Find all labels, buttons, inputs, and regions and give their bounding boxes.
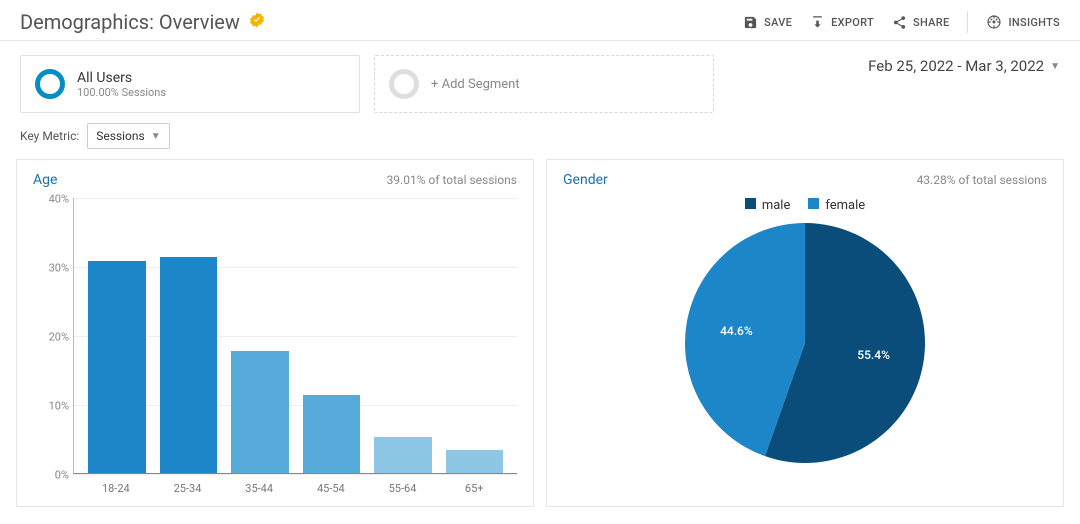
y-axis-label: 30% bbox=[33, 262, 69, 275]
age-bar[interactable] bbox=[446, 450, 504, 473]
legend-item[interactable]: female bbox=[808, 198, 865, 213]
age-panel-subtitle: 39.01% of total sessions bbox=[387, 173, 517, 187]
gender-pie-chart: 55.4% 44.6% bbox=[685, 223, 925, 463]
add-segment-button[interactable]: + Add Segment bbox=[374, 55, 714, 113]
gender-legend: male female bbox=[563, 198, 1047, 213]
gridline: 0% bbox=[73, 474, 517, 475]
date-range-picker[interactable]: Feb 25, 2022 - Mar 3, 2022 ▼ bbox=[868, 55, 1060, 75]
save-icon bbox=[743, 15, 758, 30]
x-axis-label: 25-34 bbox=[159, 478, 217, 498]
legend-swatch bbox=[808, 198, 819, 209]
pie-slice-label: 44.6% bbox=[720, 324, 753, 338]
gender-panel-head: Gender 43.28% of total sessions bbox=[563, 172, 1047, 188]
y-axis-label: 0% bbox=[33, 469, 69, 482]
insights-button[interactable]: INSIGHTS bbox=[986, 14, 1060, 30]
add-segment-label: + Add Segment bbox=[431, 77, 520, 92]
page-title: Demographics: Overview bbox=[20, 10, 240, 34]
panels: Age 39.01% of total sessions 0% 10% 20% 30%… bbox=[0, 159, 1080, 507]
age-bar[interactable] bbox=[160, 257, 218, 473]
save-label: SAVE bbox=[764, 16, 792, 29]
segment-row: All Users 100.00% Sessions + Add Segment… bbox=[0, 41, 1080, 123]
share-icon bbox=[892, 15, 907, 30]
x-axis-label: 65+ bbox=[445, 478, 503, 498]
age-bar[interactable] bbox=[88, 261, 146, 473]
key-metric-row: Key Metric: Sessions ▼ bbox=[0, 123, 1080, 159]
export-button[interactable]: EXPORT bbox=[810, 15, 874, 30]
age-bar[interactable] bbox=[374, 437, 432, 473]
legend-swatch bbox=[745, 198, 756, 209]
segment-all-users[interactable]: All Users 100.00% Sessions bbox=[20, 55, 360, 113]
chevron-down-icon: ▼ bbox=[1050, 61, 1060, 72]
share-button[interactable]: SHARE bbox=[892, 15, 950, 30]
x-axis-label: 45-54 bbox=[302, 478, 360, 498]
x-axis-label: 35-44 bbox=[230, 478, 288, 498]
save-button[interactable]: SAVE bbox=[743, 15, 792, 30]
action-separator bbox=[967, 11, 968, 33]
segment-name: All Users bbox=[77, 70, 166, 86]
key-metric-label: Key Metric: bbox=[20, 129, 79, 143]
title-wrap: Demographics: Overview bbox=[20, 10, 743, 34]
y-axis-label: 20% bbox=[33, 331, 69, 344]
gender-pie-wrap: 55.4% 44.6% bbox=[563, 223, 1047, 463]
insights-label: INSIGHTS bbox=[1008, 16, 1060, 29]
topbar: Demographics: Overview SAVE EXPORT SHARE… bbox=[0, 0, 1080, 41]
age-panel-title: Age bbox=[33, 172, 57, 188]
y-axis-label: 10% bbox=[33, 400, 69, 413]
segment-text: All Users 100.00% Sessions bbox=[77, 70, 166, 99]
segment-ring-icon bbox=[35, 69, 65, 99]
gender-panel-title: Gender bbox=[563, 172, 608, 188]
share-label: SHARE bbox=[913, 16, 950, 29]
chevron-down-icon: ▼ bbox=[151, 131, 161, 142]
toolbar-actions: SAVE EXPORT SHARE INSIGHTS bbox=[743, 11, 1060, 33]
insights-icon bbox=[986, 14, 1002, 30]
export-icon bbox=[810, 15, 825, 30]
age-bar[interactable] bbox=[231, 351, 289, 473]
age-bar[interactable] bbox=[303, 395, 361, 473]
y-axis-label: 40% bbox=[33, 193, 69, 206]
x-axis-label: 55-64 bbox=[374, 478, 432, 498]
age-panel-head: Age 39.01% of total sessions bbox=[33, 172, 517, 188]
pie-slice-label: 55.4% bbox=[857, 348, 890, 362]
export-label: EXPORT bbox=[831, 16, 874, 29]
legend-item[interactable]: male bbox=[745, 198, 791, 213]
verified-icon bbox=[248, 11, 266, 33]
gender-panel: Gender 43.28% of total sessions male fema… bbox=[546, 159, 1064, 507]
key-metric-value: Sessions bbox=[96, 129, 144, 143]
age-panel: Age 39.01% of total sessions 0% 10% 20% 30%… bbox=[16, 159, 534, 507]
add-segment-ring-icon bbox=[389, 69, 419, 99]
gender-panel-subtitle: 43.28% of total sessions bbox=[917, 173, 1047, 187]
segment-subtitle: 100.00% Sessions bbox=[77, 86, 166, 99]
x-axis-label: 18-24 bbox=[87, 478, 145, 498]
key-metric-select[interactable]: Sessions ▼ bbox=[87, 123, 169, 149]
age-bar-chart: 0%10%20%30%40% 18-2425-3435-4445-5455-64… bbox=[33, 198, 517, 498]
date-range-label: Feb 25, 2022 - Mar 3, 2022 bbox=[868, 57, 1044, 75]
